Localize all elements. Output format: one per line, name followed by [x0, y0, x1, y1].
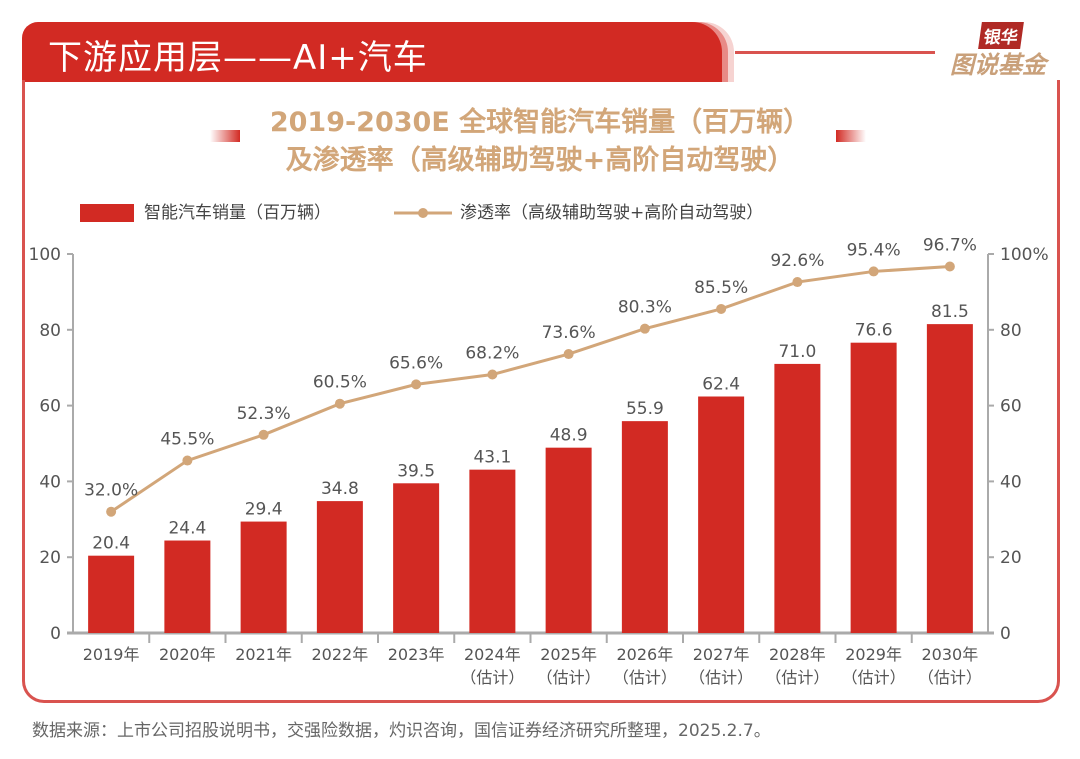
y-tick-label: 60	[39, 397, 61, 417]
bar	[393, 483, 440, 633]
bar	[469, 469, 516, 633]
line-point	[868, 266, 879, 277]
chart-frame	[22, 80, 1060, 703]
bar-label: 71.0	[778, 342, 816, 362]
y2-tick-label: 80	[1000, 321, 1022, 341]
bar	[316, 501, 363, 633]
bar-label: 62.4	[702, 375, 740, 395]
title-decoration	[210, 130, 240, 142]
bar-label: 24.4	[168, 519, 206, 539]
bar	[545, 447, 592, 633]
bar	[164, 540, 211, 633]
bar-label: 20.4	[92, 534, 130, 554]
line-point	[639, 323, 650, 334]
x-tick-sublabel: （估计）	[765, 668, 829, 687]
line-label: 65.6%	[389, 353, 443, 373]
logo-text: 图说基金	[950, 51, 1046, 79]
penetration-line	[110, 265, 950, 513]
line-label: 96.7%	[923, 236, 977, 256]
section-banner: 下游应用层——AI+汽车	[22, 22, 722, 82]
bar	[621, 421, 668, 633]
legend-line: 渗透率（高级辅助驾驶+高阶自动驾驶）	[394, 198, 763, 223]
title-decoration	[836, 130, 866, 142]
x-tick-sublabel: （估计）	[537, 668, 601, 687]
x-tick-label: 2028年	[769, 645, 826, 664]
x-tick-label: 2029年	[845, 645, 902, 664]
line-point	[944, 261, 955, 272]
y-tick-label: 80	[39, 321, 61, 341]
chart-subtitle: 及渗透率（高级辅助驾驶+高阶自动驾驶）	[285, 145, 795, 176]
bar-label: 29.4	[245, 500, 283, 520]
line-label: 45.5%	[160, 430, 214, 450]
y-tick-label: 40	[39, 472, 61, 492]
line-point	[792, 277, 803, 288]
y2-tick-label: 40	[1000, 472, 1022, 492]
legend-bar: 智能汽车销量（百万辆）	[80, 198, 331, 223]
legend-swatch	[80, 204, 134, 222]
bar	[698, 396, 745, 633]
line-label: 95.4%	[847, 240, 901, 260]
bar	[88, 555, 135, 633]
bar	[774, 363, 821, 633]
x-tick-sublabel: （估计）	[460, 668, 524, 687]
x-tick-sublabel: （估计）	[842, 668, 906, 687]
x-tick-label: 2030年	[922, 645, 979, 664]
legend-label: 渗透率（高级辅助驾驶+高阶自动驾驶）	[460, 203, 764, 223]
bar-label: 43.1	[473, 448, 511, 468]
x-tick-label: 2026年	[617, 645, 674, 664]
x-tick-sublabel: （估计）	[689, 668, 753, 687]
bar-label: 81.5	[931, 302, 969, 322]
bar	[850, 342, 897, 633]
x-tick-label: 2020年	[159, 645, 216, 664]
line-point	[334, 398, 345, 409]
line-label: 60.5%	[313, 373, 367, 393]
line-label: 80.3%	[618, 298, 672, 318]
y-tick-label: 20	[39, 548, 61, 568]
source-note: 数据来源：上市公司招股说明书，交强险数据，灼识咨询，国信证券经济研究所整理，20…	[32, 721, 771, 741]
x-tick-label: 2021年	[235, 645, 292, 664]
bar-label: 34.8	[321, 479, 359, 499]
x-tick-label: 2022年	[312, 645, 369, 664]
divider	[735, 51, 935, 54]
x-tick-label: 2023年	[388, 645, 445, 664]
bar	[926, 324, 973, 633]
line-point	[106, 506, 117, 517]
line-label: 92.6%	[770, 251, 824, 271]
chart-title: 2019-2030E 全球智能汽车销量（百万辆）	[269, 107, 811, 138]
bar-label: 48.9	[550, 426, 588, 446]
line-label: 32.0%	[84, 481, 138, 501]
legend-swatch	[394, 208, 452, 218]
y2-tick-label: 20	[1000, 548, 1022, 568]
line-label: 73.6%	[542, 323, 596, 343]
x-tick-label: 2024年	[464, 645, 521, 664]
legend-label: 智能汽车销量（百万辆）	[144, 203, 331, 223]
y-tick-label: 100	[29, 245, 61, 265]
line-point	[487, 369, 498, 380]
line-point	[182, 455, 193, 466]
x-tick-label: 2027年	[693, 645, 750, 664]
bar-label: 76.6	[855, 321, 893, 341]
line-label: 52.3%	[237, 404, 291, 424]
line-label: 68.2%	[465, 344, 519, 364]
y-tick-label: 0	[50, 624, 61, 644]
bar	[240, 521, 287, 633]
y2-tick-label: 60	[1000, 397, 1022, 417]
bar-label: 55.9	[626, 399, 664, 419]
x-tick-sublabel: （估计）	[918, 668, 982, 687]
line-point	[411, 379, 422, 390]
x-tick-sublabel: （估计）	[613, 668, 677, 687]
line-label: 85.5%	[694, 278, 748, 298]
bar-label: 39.5	[397, 461, 435, 481]
x-tick-label: 2019年	[83, 645, 140, 664]
x-tick-label: 2025年	[540, 645, 597, 664]
line-point	[716, 303, 727, 314]
y2-tick-label: 0	[1000, 624, 1011, 644]
line-point	[563, 349, 574, 360]
line-point	[258, 429, 269, 440]
section-title: 下游应用层——AI+汽车	[48, 38, 428, 78]
y2-tick-label: 100%	[1000, 245, 1049, 265]
